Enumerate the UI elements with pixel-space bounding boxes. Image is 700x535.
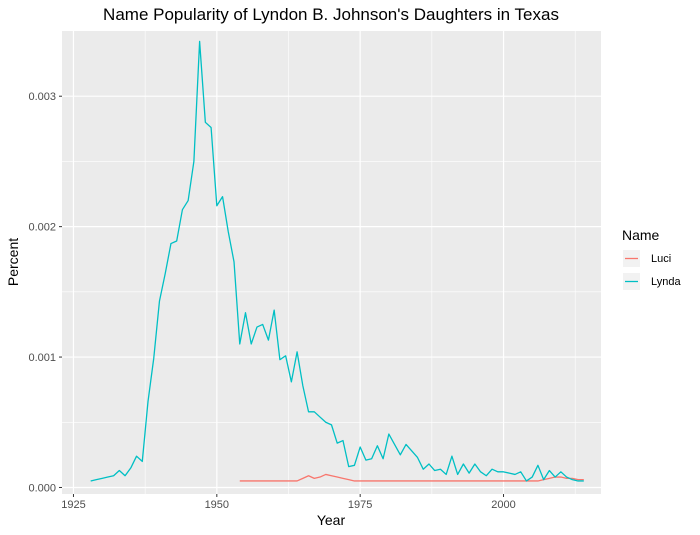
y-tick-label: 0.003 — [28, 91, 56, 103]
y-tick-label: 0.001 — [28, 352, 56, 364]
x-tick-label: 1925 — [61, 499, 85, 511]
x-axis-title: Year — [317, 512, 346, 528]
legend-title: Name — [622, 227, 660, 243]
series-lines — [90, 40, 584, 482]
y-tick-label: 0.002 — [28, 222, 56, 234]
plot-panel — [62, 31, 601, 494]
minor-gridlines — [62, 31, 601, 494]
legend-label: Lynda — [651, 276, 681, 288]
legend-item-lynda: Lynda — [623, 273, 681, 290]
legend-item-luci: Luci — [623, 250, 671, 267]
series-line-lynda — [90, 40, 584, 482]
x-tick-label: 1975 — [348, 499, 372, 511]
y-axis: 0.000 0.001 0.002 0.003 — [28, 91, 62, 494]
x-axis: 1925 1950 1975 2000 — [61, 494, 516, 511]
x-tick-label: 2000 — [491, 499, 515, 511]
y-axis-title: Percent — [5, 238, 21, 286]
chart-title: Name Popularity of Lyndon B. Johnson's D… — [103, 5, 559, 24]
major-gridlines — [62, 31, 601, 494]
legend-label: Luci — [651, 253, 671, 265]
legend: Name Luci Lynda — [622, 227, 681, 290]
y-tick-label: 0.000 — [28, 482, 56, 494]
x-tick-label: 1950 — [205, 499, 229, 511]
